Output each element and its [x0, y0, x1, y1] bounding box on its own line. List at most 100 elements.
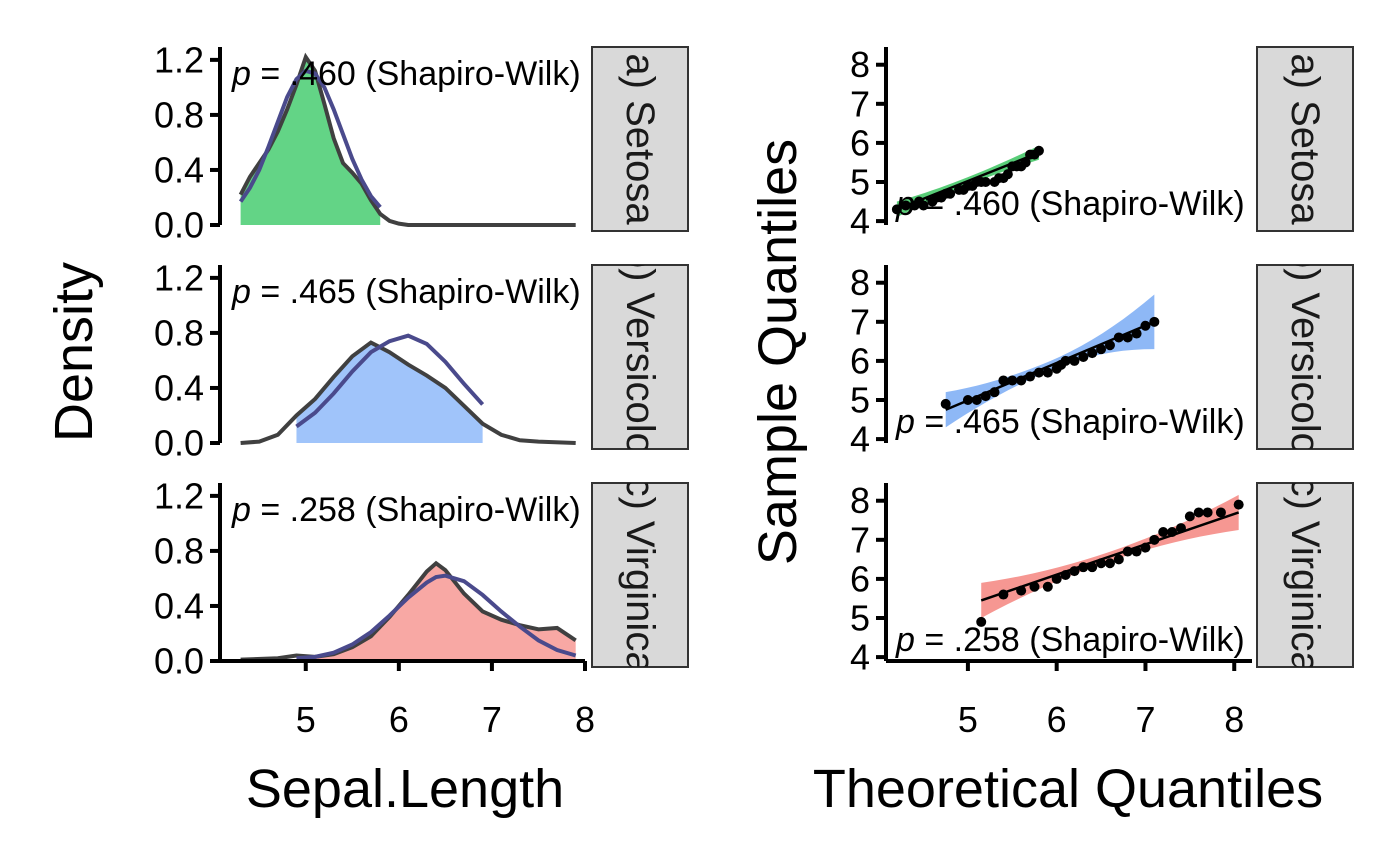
qq-point: [1122, 332, 1133, 343]
density-panel: 0.0 0.4 0.8 1.2 p = .465 (Shapiro-Wilk) b) Ve…: [154, 246, 689, 468]
qq-point: [1042, 367, 1053, 378]
normal-curve-line: [238, 68, 382, 209]
qq-point: [1193, 507, 1204, 518]
density-pvalue-group: p = .258 (Shapiro-Wilk): [231, 491, 581, 529]
density-y-tick-label: 0.0: [154, 641, 204, 682]
density-panel: 0.0 0.4 0.8 1.2 p = .460 (Shapiro-Wilk) a) Se…: [154, 39, 689, 246]
strip-box: [1256, 264, 1354, 450]
strip-box: [1256, 46, 1354, 232]
qq-point: [989, 387, 1000, 398]
density-fill-area: [296, 342, 483, 443]
density-x-tick-label: 6: [389, 699, 409, 740]
qq-point: [1060, 570, 1071, 580]
normal-curve-line: [296, 573, 577, 661]
density-y-tick-label: 0.8: [154, 312, 204, 353]
qq-point: [1113, 554, 1124, 565]
qq-point: [1140, 320, 1151, 331]
qq-y-tick-label: 7: [850, 83, 870, 124]
density-x-tick-label: 8: [575, 699, 595, 740]
qq-point: [1042, 581, 1053, 592]
strip-box: [591, 482, 689, 668]
density-plot-area: [238, 52, 576, 227]
qq-point: [1096, 344, 1107, 355]
qq-point: [1104, 340, 1115, 351]
qq-point: [1215, 507, 1226, 518]
qq-pvalue-group: p = .465 (Shapiro-Wilk): [895, 403, 1245, 441]
density-fill-area: [240, 57, 381, 226]
qq-y-tick-label: 5: [850, 162, 870, 203]
qq-x-tick-label: 6: [1047, 699, 1067, 740]
qq-x-tick-label: 7: [1135, 699, 1155, 740]
qq-y-tick-label: 5: [850, 598, 870, 639]
strip-label: a) Setosa: [1283, 53, 1327, 225]
qq-plot-area: [976, 494, 1244, 627]
qq-y-tick-label: 6: [850, 122, 870, 163]
qq-point: [918, 200, 929, 211]
qq-point: [1233, 499, 1244, 510]
qq-y-tick-label: 4: [850, 201, 870, 242]
strip-text-group: c) Virginica: [1283, 483, 1327, 667]
qq-point: [998, 375, 1009, 386]
qq-point: [1016, 585, 1027, 596]
qq-pvalue-group: p = .460 (Shapiro-Wilk): [895, 185, 1245, 223]
qq-point: [900, 200, 911, 211]
strip-box: [591, 264, 689, 450]
qq-point: [1087, 562, 1098, 573]
qq-point: [1020, 157, 1031, 168]
density-y-tick-label: 0.0: [154, 205, 204, 246]
qq-point: [1060, 355, 1071, 366]
strip-text-group: a) Setosa: [1283, 53, 1327, 225]
qq-y-tick-label: 8: [850, 480, 870, 521]
qq-point: [1202, 507, 1213, 518]
strip-text-group: b) Versicolor: [618, 246, 662, 468]
qq-pvalue-group: p = .258 (Shapiro-Wilk): [895, 621, 1245, 659]
qq-pvalue-label: p = .465 (Shapiro-Wilk): [895, 403, 1245, 441]
qq-point: [1029, 581, 1040, 592]
qq-plot-area: [940, 294, 1160, 428]
qq-point: [1033, 367, 1044, 378]
qq-point: [1051, 573, 1062, 584]
strip-label: c) Virginica: [618, 476, 662, 674]
qq-point: [945, 188, 956, 199]
density-chart: Density Sepal.Length 0.0 0.4 0.8 1.2 p = .46…: [44, 39, 689, 819]
qq-point: [891, 204, 902, 215]
qq-y-tick-label: 6: [850, 558, 870, 599]
qq-point: [1158, 527, 1169, 537]
qq-y-axis-title: Sample Quantiles: [748, 139, 808, 565]
density-y-tick-label: 1.2: [154, 39, 204, 80]
qq-point: [1149, 534, 1160, 545]
qq-point: [976, 616, 987, 627]
qq-reference-line: [980, 511, 1240, 602]
qq-point: [1175, 523, 1186, 534]
density-y-tick-label: 0.8: [154, 94, 204, 135]
density-plot-area: [240, 560, 577, 662]
qq-point: [940, 398, 951, 409]
normal-curve-line: [295, 333, 485, 429]
qq-point: [980, 177, 991, 187]
density-x-tick-label: 5: [296, 699, 316, 740]
qq-point: [1069, 566, 1080, 577]
qq-plot-area: [891, 145, 1044, 218]
density-x-axis-title: Sepal.Length: [246, 759, 564, 819]
density-y-tick-label: 0.8: [154, 530, 204, 571]
density-pvalue-label: p = .258 (Shapiro-Wilk): [231, 491, 581, 529]
density-x-tick-label: 7: [482, 699, 502, 740]
qq-chart: Sample Quantiles Theoretical Quantiles 4…: [748, 44, 1354, 819]
density-pvalue-group: p = .460 (Shapiro-Wilk): [231, 55, 581, 93]
qq-point: [962, 395, 973, 405]
density-y-tick-label: 0.4: [154, 149, 204, 190]
qq-y-tick-label: 8: [850, 262, 870, 303]
density-y-tick-label: 1.2: [154, 257, 204, 298]
strip-label: b) Versicolor: [618, 246, 662, 468]
qq-point: [971, 395, 982, 405]
density-y-tick-label: 0.4: [154, 585, 204, 626]
strip-text-group: a) Setosa: [618, 53, 662, 225]
qq-point: [1087, 348, 1098, 359]
density-panel: 0.0 0.4 0.8 1.2 p = .258 (Shapiro-Wilk) c) Vi…: [154, 475, 689, 682]
qq-x-tick-label: 5: [958, 699, 978, 740]
qq-point: [1122, 546, 1133, 557]
qq-point: [1140, 542, 1151, 553]
